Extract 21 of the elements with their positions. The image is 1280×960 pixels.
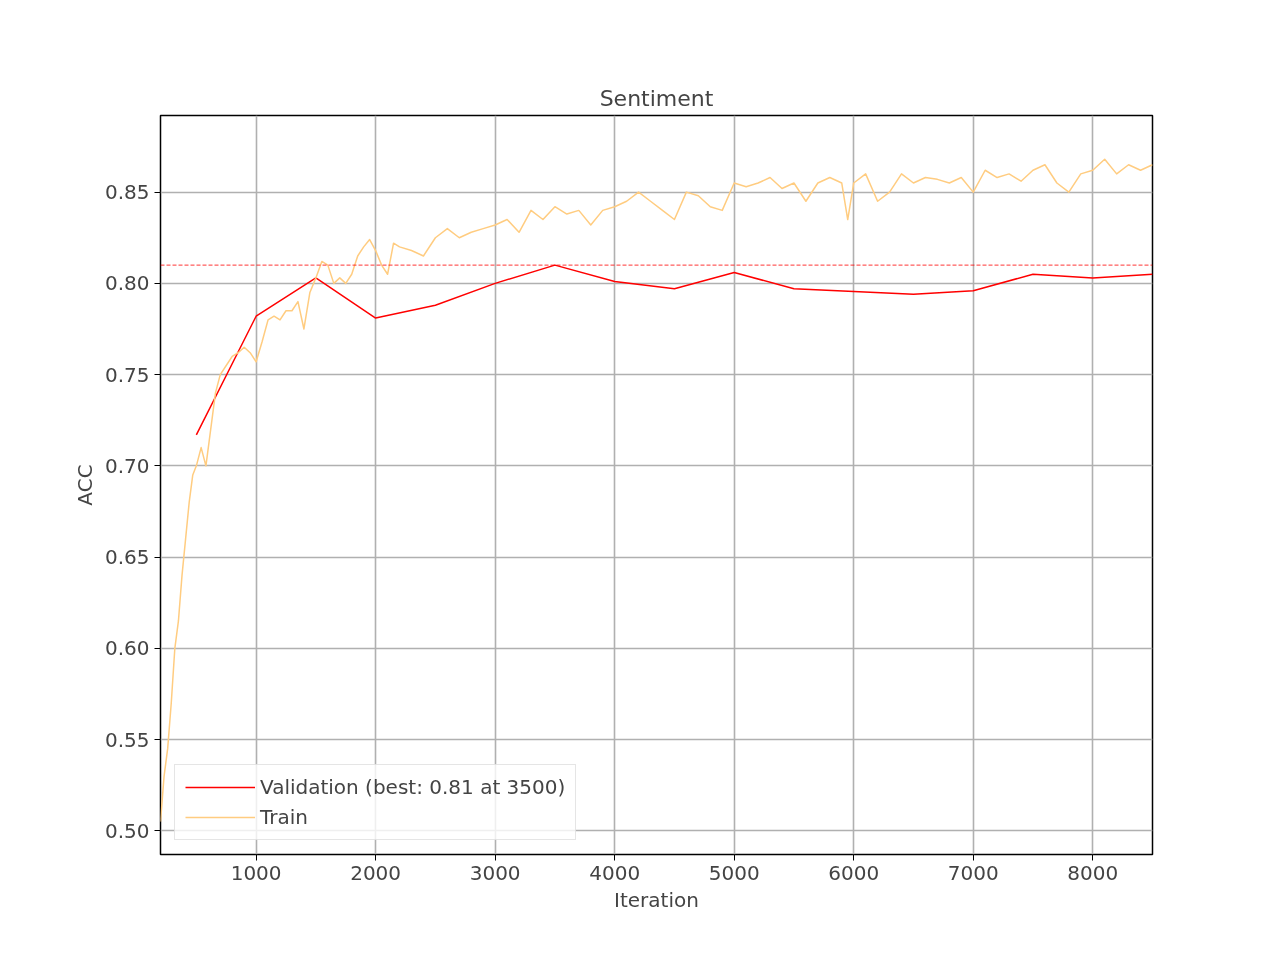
y-axis-title: ACC [72, 464, 97, 506]
y-tick-label: 0.80 [104, 271, 150, 296]
y-tick-label: 0.55 [104, 727, 150, 752]
x-tick-label: 1000 [230, 860, 282, 885]
x-axis-title: Iteration [614, 887, 699, 912]
legend-label: Train [260, 805, 308, 829]
y-tick-label: 0.75 [104, 362, 150, 387]
x-tick-label: 5000 [708, 860, 760, 885]
x-tick-label: 4000 [589, 860, 641, 885]
y-tick-label: 0.60 [104, 636, 150, 661]
legend-label: Validation (best: 0.81 at 3500) [260, 775, 566, 799]
x-tick-label: 7000 [947, 860, 999, 885]
y-tick-label: 0.85 [104, 180, 150, 205]
x-tick-label: 2000 [350, 860, 402, 885]
x-tick-label: 6000 [828, 860, 880, 885]
y-tick-label: 0.65 [104, 545, 150, 570]
chart-title: Sentiment [599, 85, 714, 111]
x-tick-label: 3000 [469, 860, 521, 885]
y-tick-label: 0.50 [104, 818, 150, 843]
y-tick-label: 0.70 [104, 453, 150, 478]
x-tick-label: 8000 [1067, 860, 1119, 885]
